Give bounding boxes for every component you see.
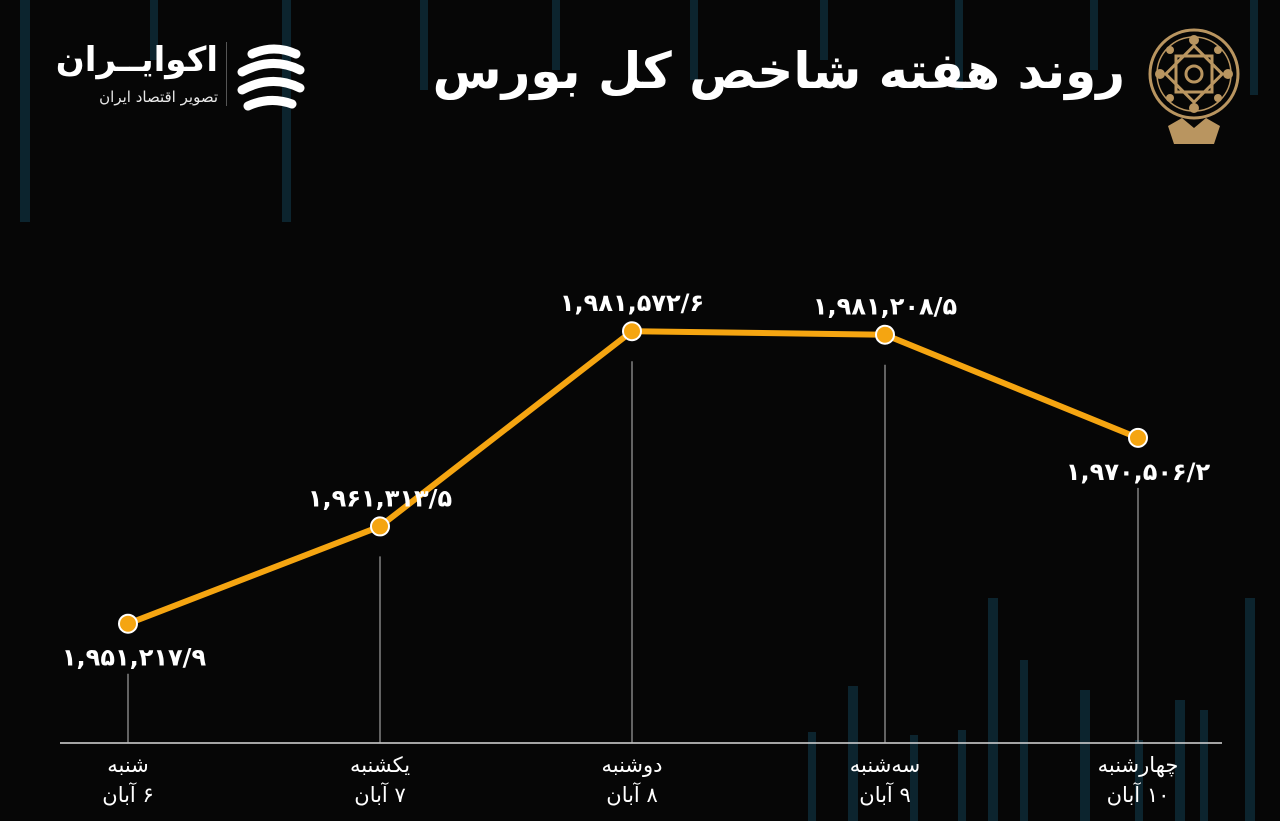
x-tick-day-label: دوشنبه bbox=[601, 753, 662, 777]
background-bar bbox=[1080, 690, 1090, 821]
background-bar bbox=[848, 686, 858, 821]
background-bar bbox=[1175, 700, 1185, 821]
background-bar bbox=[420, 0, 428, 90]
background-bar bbox=[1250, 0, 1258, 95]
background-bar bbox=[552, 0, 560, 70]
brand-logo-icon bbox=[237, 44, 305, 111]
x-tick-date-label: ۸ آبان bbox=[606, 782, 657, 807]
data-point-marker bbox=[118, 613, 138, 634]
background-bar bbox=[820, 0, 828, 60]
stock-exchange-emblem-icon bbox=[1148, 28, 1240, 144]
background-bar bbox=[150, 0, 158, 60]
data-value-label: ۱,۹۶۱,۳۱۳/۵ bbox=[308, 484, 452, 512]
data-value-label: ۱,۹۸۱,۵۷۲/۶ bbox=[560, 289, 704, 317]
x-tick-day-label: یکشنبه bbox=[350, 753, 410, 777]
background-bar bbox=[1090, 0, 1098, 70]
data-point-marker bbox=[370, 516, 390, 537]
x-tick-day-label: چهارشنبه bbox=[1098, 753, 1179, 777]
data-value-label: ۱,۹۷۰,۵۰۶/۲ bbox=[1066, 458, 1211, 486]
background-bar bbox=[1020, 660, 1028, 821]
series-line bbox=[125, 328, 1141, 627]
data-value-label: ۱,۹۵۱,۲۱۷/۹ bbox=[62, 644, 207, 672]
background-bar bbox=[1200, 710, 1208, 821]
x-tick-day-label: شنبه bbox=[107, 753, 149, 777]
brand-tagline: تصویر اقتصاد ایران bbox=[99, 88, 218, 106]
background-bar bbox=[1245, 598, 1255, 821]
background-bar bbox=[1135, 740, 1143, 821]
brand-block: اکوایــران تصویر اقتصاد ایران bbox=[48, 36, 318, 116]
x-tick-day-label: سه‌شنبه bbox=[850, 753, 920, 777]
background-bar bbox=[988, 598, 998, 821]
background-bar bbox=[955, 0, 963, 90]
data-point-marker bbox=[1128, 427, 1148, 448]
background-bar bbox=[282, 0, 291, 222]
data-point-marker bbox=[622, 321, 642, 342]
x-tick-date-label: ۶ آبان bbox=[102, 782, 153, 807]
brand-divider bbox=[226, 42, 227, 106]
x-tick-date-label: ۷ آبان bbox=[354, 782, 405, 807]
data-value-label: ۱,۹۸۱,۲۰۸/۵ bbox=[813, 293, 957, 321]
x-tick-date-label: ۹ آبان bbox=[859, 782, 910, 807]
background-bar bbox=[20, 0, 30, 222]
background-bar bbox=[910, 735, 918, 821]
background-bar bbox=[690, 0, 698, 80]
background-bar bbox=[808, 732, 816, 821]
brand-name: اکوایــران bbox=[55, 40, 218, 80]
page-title: روند هفته شاخص کل بورس bbox=[432, 42, 1125, 100]
x-tick-date-label: ۱۰ آبان bbox=[1107, 782, 1170, 807]
background-bar bbox=[958, 730, 966, 821]
data-point-marker bbox=[875, 324, 895, 345]
